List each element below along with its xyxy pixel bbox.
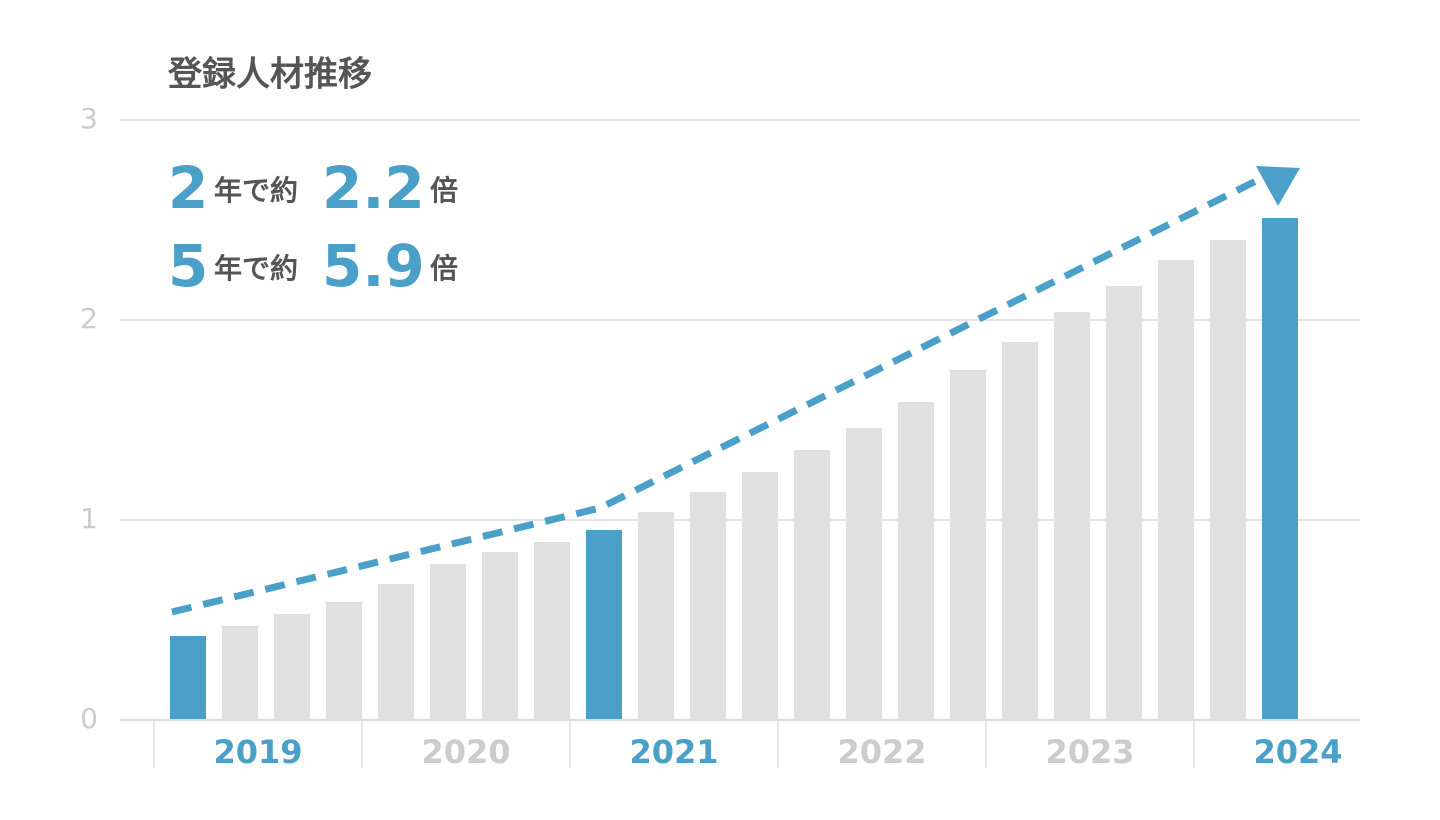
bar xyxy=(1158,260,1194,720)
annotation-text: 倍 xyxy=(430,174,458,207)
x-tick-label: 2024 xyxy=(1253,733,1342,771)
arrow-head xyxy=(1256,166,1300,206)
annotation: 2 年で約 2.2 倍 5 年で約 5.9 倍 xyxy=(168,154,458,300)
bar xyxy=(326,602,362,720)
bar xyxy=(430,564,466,720)
bar xyxy=(846,428,882,720)
annotation-number: 5 xyxy=(168,232,208,300)
x-tick-label: 2021 xyxy=(629,733,718,771)
annotation-text: 年で約 xyxy=(214,174,298,207)
annotation-number: 2.2 xyxy=(322,154,425,222)
y-tick-label: 3 xyxy=(80,102,98,135)
trend-line xyxy=(171,174,1264,616)
annotation-text: 年で約 xyxy=(214,252,298,285)
annotation-number: 5.9 xyxy=(322,232,425,300)
bar xyxy=(1054,312,1090,720)
bar xyxy=(586,530,622,720)
annotation-text: 倍 xyxy=(430,252,458,285)
bar xyxy=(1106,286,1142,720)
plot: 0 1 2 3 2019 2020 2021 2022 2023 2024 xyxy=(80,102,1360,771)
bar xyxy=(170,636,206,720)
y-tick-label: 0 xyxy=(80,702,98,735)
bar xyxy=(1210,240,1246,720)
bar xyxy=(898,402,934,720)
y-tick-label: 1 xyxy=(80,502,98,535)
annotation-number: 2 xyxy=(168,154,208,222)
x-tick-label: 2019 xyxy=(213,733,302,771)
bar xyxy=(1002,342,1038,720)
bar xyxy=(950,370,986,720)
bar xyxy=(534,542,570,720)
bar xyxy=(690,492,726,720)
bar xyxy=(482,552,518,720)
x-tick-label: 2020 xyxy=(421,733,510,771)
bar xyxy=(378,584,414,720)
bar xyxy=(274,614,310,720)
x-tick-label: 2023 xyxy=(1045,733,1134,771)
bar xyxy=(638,512,674,720)
trend-arrow xyxy=(171,166,1300,616)
chart-title: 登録人材推移 xyxy=(167,55,372,95)
bar xyxy=(222,626,258,720)
x-tick-label: 2022 xyxy=(837,733,926,771)
bar xyxy=(1262,218,1298,720)
bar xyxy=(794,450,830,720)
y-tick-label: 2 xyxy=(80,302,98,335)
bar xyxy=(742,472,778,720)
